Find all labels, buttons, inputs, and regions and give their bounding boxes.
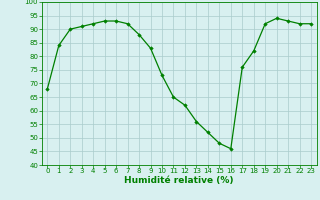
X-axis label: Humidité relative (%): Humidité relative (%) [124, 176, 234, 185]
